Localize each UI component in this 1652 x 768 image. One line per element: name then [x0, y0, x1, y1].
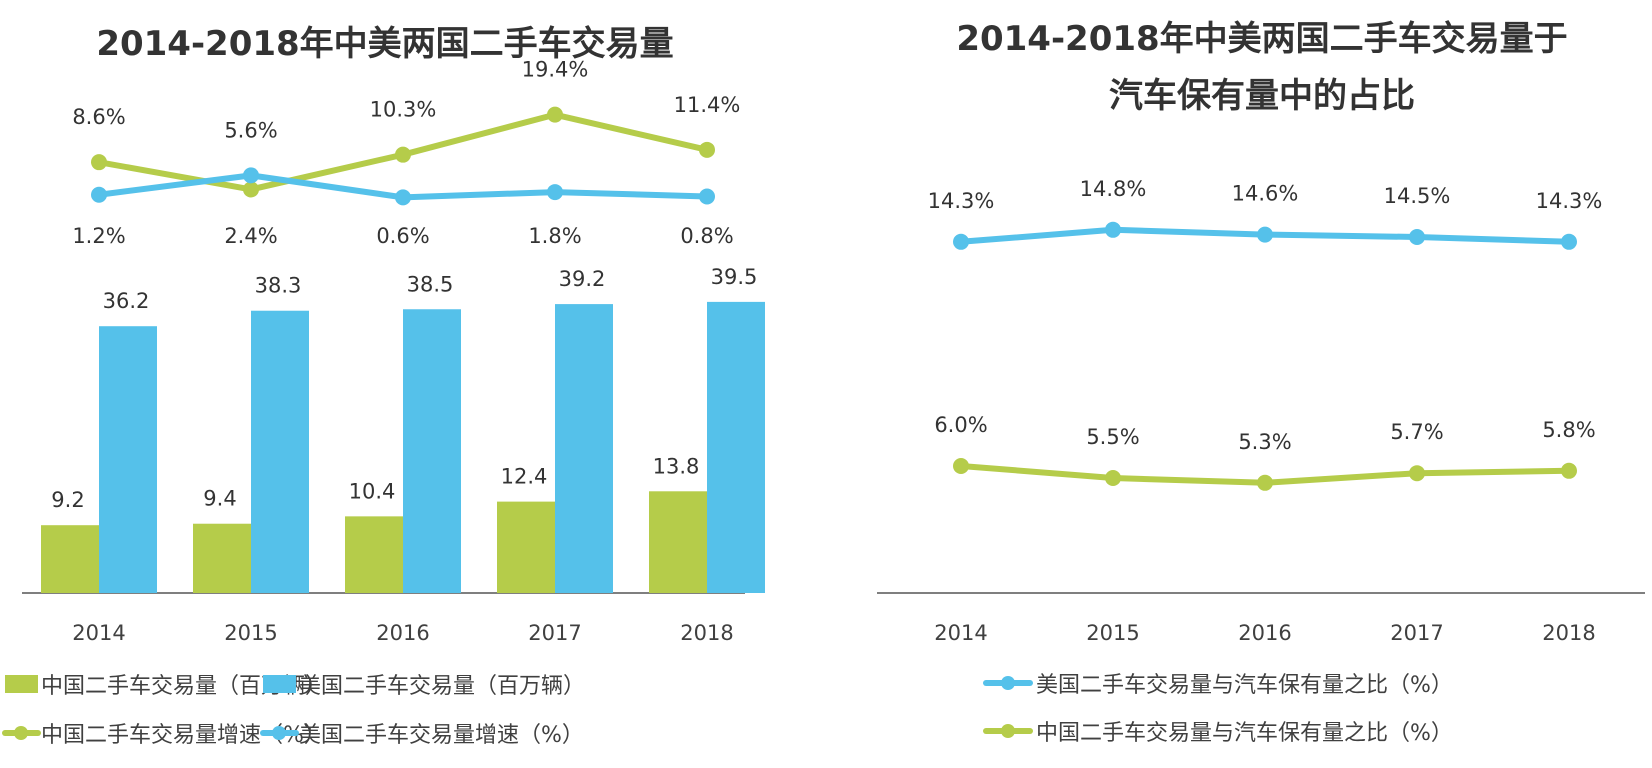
right-x-tick-labels: 2014 2015 2016 2017 2018: [934, 621, 1595, 645]
bar-label-usa-2017: 39.2: [559, 267, 606, 291]
left-chart-trading-volume: 2014-2018年中美两国二手车交易量 9.2 36.2 9.4 38.3 10.4 3…: [2, 24, 765, 748]
legend-item-1: 中国二手车交易量与汽车保有量之比（%）: [983, 721, 1453, 746]
legend-item-0: 美国二手车交易量与汽车保有量之比（%）: [983, 673, 1453, 698]
legend-label: 美国二手车交易量增速（%）: [299, 723, 584, 748]
ratio-point-china-2015: [1105, 470, 1121, 486]
legend-label: 美国二手车交易量（百万辆）: [299, 674, 585, 699]
bar-label-usa-2014: 36.2: [103, 289, 150, 313]
right-chart-title-line-2: 汽车保有量中的占比: [1109, 76, 1415, 116]
bar-label-china-2014: 9.2: [51, 488, 84, 512]
growth-point-usa-2014: [91, 186, 107, 203]
legend-marker-icon: [272, 726, 286, 740]
ratio-point-china-2016: [1257, 474, 1273, 491]
bar-label-china-2017: 12.4: [501, 465, 548, 489]
x-tick-2016: 2016: [376, 621, 429, 645]
ratio-label-usa-2018: 14.3%: [1536, 189, 1603, 213]
growth-point-usa-2016: [395, 189, 411, 206]
bar-china-2015: [193, 523, 251, 593]
growth-point-china-2016: [395, 146, 411, 163]
right-chart-share-of-ownership: 2014-2018年中美两国二手车交易量于 汽车保有量中的占比 14.3% 14.…: [877, 19, 1645, 746]
legend-marker-icon: [1001, 724, 1015, 738]
ratio-label-usa-2017: 14.5%: [1384, 184, 1451, 208]
left-lines: 8.6% 2.4% 10.3% 19.4% 11.4% 1.2% 5.6% 0.6% 1.8% 0…: [72, 58, 740, 248]
legend-marker-icon: [1001, 676, 1015, 690]
ratio-point-usa-2018: [1561, 233, 1577, 250]
bar-usa-2014: [99, 326, 157, 593]
growth-label-china-2014: 8.6%: [72, 105, 125, 129]
growth-point-china-2015: [243, 181, 259, 198]
bar-china-2017: [497, 501, 555, 593]
growth-point-china-2017: [547, 106, 563, 123]
growth-label-usa-2017: 1.8%: [528, 224, 581, 248]
x-tick-2014: 2014: [72, 621, 125, 645]
legend-item-3: 美国二手车交易量增速（%）: [260, 723, 584, 748]
bar-china-2014: [41, 525, 99, 593]
growth-point-china-2018: [699, 141, 715, 158]
bar-usa-2017: [555, 304, 613, 593]
legend-marker-icon: [14, 726, 28, 740]
bar-label-china-2016: 10.4: [349, 479, 396, 503]
x-tick-2016: 2016: [1238, 621, 1291, 645]
ratio-point-usa-2017: [1409, 229, 1425, 245]
bar-usa-2016: [403, 309, 461, 593]
left-chart-title: 2014-2018年中美两国二手车交易量: [96, 24, 673, 64]
ratio-point-china-2017: [1409, 465, 1425, 482]
growth-point-usa-2017: [547, 184, 563, 201]
bar-label-china-2015: 9.4: [203, 487, 236, 511]
growth-point-usa-2018: [699, 188, 715, 205]
legend-swatch-icon: [263, 675, 296, 693]
growth-label-china-2017: 19.4%: [522, 58, 589, 82]
bar-usa-2018: [707, 301, 765, 593]
ratio-label-china-2017: 5.7%: [1390, 420, 1443, 444]
bar-china-2016: [345, 516, 403, 593]
right-chart-title-line-1: 2014-2018年中美两国二手车交易量于: [956, 19, 1567, 59]
bar-label-usa-2018: 39.5: [711, 265, 758, 289]
x-tick-2015: 2015: [1086, 621, 1139, 645]
ratio-label-china-2018: 5.8%: [1542, 418, 1595, 442]
growth-point-china-2014: [91, 154, 107, 171]
x-tick-2018: 2018: [1542, 621, 1595, 645]
growth-point-usa-2015: [243, 167, 259, 184]
x-tick-2017: 2017: [1390, 621, 1443, 645]
ratio-point-china-2018: [1561, 462, 1577, 479]
x-tick-2015: 2015: [224, 621, 277, 645]
legend-item-1: 美国二手车交易量（百万辆）: [263, 674, 585, 699]
ratio-point-china-2014: [953, 458, 969, 474]
x-tick-2017: 2017: [528, 621, 581, 645]
ratio-label-china-2016: 5.3%: [1238, 430, 1291, 454]
growth-label-china-2015: 2.4%: [224, 224, 277, 248]
ratio-point-usa-2016: [1257, 226, 1273, 243]
legend-swatch-icon: [5, 675, 38, 693]
growth-label-china-2018: 11.4%: [674, 93, 741, 117]
growth-label-usa-2016: 0.6%: [376, 224, 429, 248]
left-legend: 中国二手车交易量（百万辆）美国二手车交易量（百万辆）中国二手车交易量增速（%）美…: [2, 674, 585, 748]
bar-label-china-2018: 13.8: [653, 454, 700, 478]
growth-label-usa-2015: 5.6%: [224, 118, 277, 142]
growth-label-usa-2014: 1.2%: [72, 224, 125, 248]
ratio-label-china-2014: 6.0%: [934, 413, 987, 437]
bar-label-usa-2015: 38.3: [255, 274, 302, 298]
growth-label-usa-2018: 0.8%: [680, 224, 733, 248]
bar-label-usa-2016: 38.5: [407, 272, 454, 296]
x-tick-2018: 2018: [680, 621, 733, 645]
ratio-label-china-2015: 5.5%: [1086, 425, 1139, 449]
left-bars: 9.2 36.2 9.4 38.3 10.4 38.5 12.4 39.2 13.8 39.5: [41, 265, 765, 593]
legend-label: 美国二手车交易量与汽车保有量之比（%）: [1036, 673, 1453, 698]
ratio-label-usa-2014: 14.3%: [928, 189, 995, 213]
ratio-point-usa-2015: [1105, 221, 1121, 238]
legend-label: 中国二手车交易量与汽车保有量之比（%）: [1036, 721, 1453, 746]
ratio-label-usa-2016: 14.6%: [1232, 182, 1299, 206]
left-x-tick-labels: 2014 2015 2016 2017 2018: [72, 621, 733, 645]
growth-label-china-2016: 10.3%: [370, 98, 437, 122]
x-tick-2014: 2014: [934, 621, 987, 645]
right-legend: 美国二手车交易量与汽车保有量之比（%） 中国二手车交易量与汽车保有量之比（%）: [983, 673, 1453, 746]
bar-usa-2015: [251, 310, 309, 593]
ratio-label-usa-2015: 14.8%: [1080, 177, 1147, 201]
right-lines: 14.3% 14.8% 14.6% 14.5% 14.3% 6.0% 5.5% 5.3% 5.7…: [928, 177, 1603, 491]
ratio-point-usa-2014: [953, 233, 969, 250]
bar-china-2018: [649, 491, 707, 593]
